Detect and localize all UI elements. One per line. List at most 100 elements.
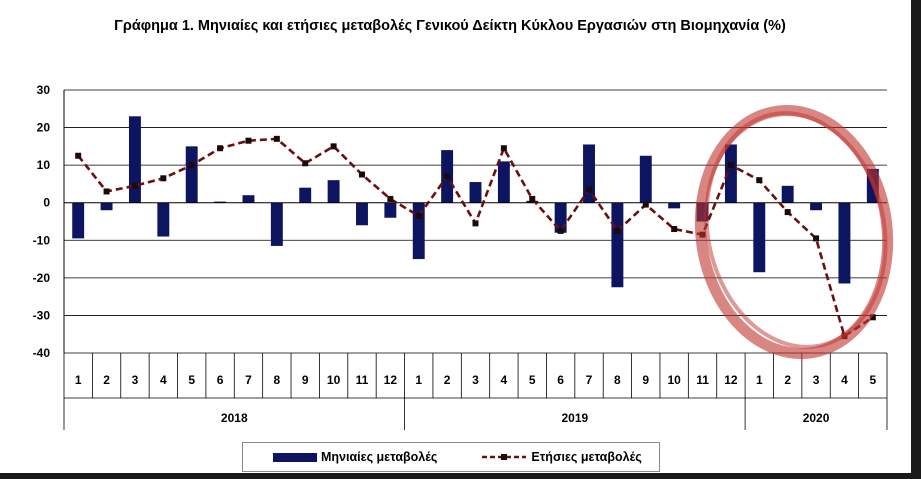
x-tick-label: 1	[415, 373, 422, 387]
monthly-bar	[214, 201, 227, 203]
annual-marker	[472, 220, 479, 227]
chart-title: Γράφημα 1. Μηνιαίες και ετήσιες μεταβολέ…	[114, 18, 786, 34]
monthly-bar	[242, 195, 255, 203]
x-tick-label: 2	[784, 373, 791, 387]
annual-marker	[415, 212, 422, 219]
monthly-bar	[838, 202, 851, 284]
x-tick-label: 1	[75, 373, 82, 387]
annual-marker	[302, 160, 309, 167]
x-tick-label: 5	[529, 373, 536, 387]
y-axis-ticks: 30 20 10 0 -10 -20 -30 -40	[33, 83, 51, 360]
gridlines	[63, 89, 887, 354]
x-tick-label: 4	[160, 373, 167, 387]
y-tick-label: -10	[33, 233, 51, 247]
annual-marker	[188, 162, 195, 169]
x-tick-label: 7	[586, 373, 593, 387]
legend: Μηνιαίες μεταβολές Ετήσιες μεταβολές	[242, 442, 660, 472]
x-tick-label: 9	[642, 373, 649, 387]
x-tick-label: 2	[103, 373, 110, 387]
highlight-circle	[694, 104, 894, 360]
monthly-bar	[270, 202, 283, 246]
monthly-bar	[327, 180, 340, 203]
annual-marker	[245, 137, 252, 144]
monthly-bar	[299, 187, 312, 203]
annual-marker	[217, 145, 224, 152]
x-tick-label: 7	[245, 373, 252, 387]
y-tick-label: -30	[33, 308, 51, 322]
highlight-ellipse-inner	[704, 111, 888, 349]
legend-label-annual: Ετήσιες μεταβολές	[531, 450, 642, 464]
x-tick-label: 8	[614, 373, 621, 387]
annual-marker	[330, 143, 337, 150]
x-tick-label: 11	[696, 373, 709, 387]
x-tick-label: 11	[356, 373, 369, 387]
monthly-bar	[611, 202, 624, 288]
monthly-bar	[128, 116, 141, 203]
highlight-ellipse	[694, 104, 894, 360]
y-tick-label: 20	[37, 121, 51, 135]
annual-marker	[869, 314, 876, 321]
legend-line-swatch	[482, 454, 527, 460]
annual-marker	[273, 135, 280, 142]
legend-item-annual: Ετήσιες μεταβολές	[481, 450, 642, 464]
x-tick-label: 1	[756, 373, 763, 387]
monthly-bar	[157, 202, 170, 237]
x-tick-label: 10	[327, 373, 341, 387]
x-tick-label: 8	[274, 373, 281, 387]
monthly-bar	[356, 202, 368, 226]
x-tick-label: 4	[841, 373, 848, 387]
annual-marker	[642, 201, 649, 208]
annual-marker	[160, 175, 167, 182]
annual-marker	[784, 209, 791, 216]
annual-marker	[500, 145, 507, 152]
x-tick-label: 9	[302, 373, 309, 387]
monthly-bar	[781, 185, 794, 203]
x-tick-label: 3	[132, 373, 139, 387]
monthly-bar	[412, 202, 425, 260]
y-tick-label: -20	[33, 271, 51, 285]
monthly-bar	[72, 202, 85, 239]
x-tick-label: 6	[557, 373, 564, 387]
annual-marker	[529, 195, 536, 202]
legend-item-monthly: Μηνιαίες μεταβολές	[273, 450, 437, 464]
legend-bar-swatch	[273, 452, 317, 462]
year-label: 2020	[803, 411, 830, 425]
monthly-bar	[753, 202, 766, 273]
x-tick-label: 10	[667, 373, 681, 387]
annual-marker	[387, 195, 394, 202]
y-tick-label: -40	[33, 346, 51, 360]
monthly-bar	[497, 161, 510, 203]
x-tick-label: 4	[501, 373, 508, 387]
monthly-bar	[185, 146, 198, 203]
annual-marker	[358, 171, 365, 178]
monthly-bar	[469, 182, 482, 203]
annual-marker	[586, 186, 593, 193]
year-label: 2019	[561, 411, 588, 425]
monthly-bar	[810, 202, 823, 211]
annual-line-series	[75, 135, 876, 340]
annual-marker	[756, 177, 763, 184]
y-tick-label: 0	[43, 196, 50, 210]
year-label: 2018	[221, 411, 248, 425]
y-tick-label: 30	[37, 83, 51, 97]
annual-marker	[75, 152, 82, 159]
x-tick-label: 2	[444, 373, 451, 387]
annual-marker	[614, 227, 621, 234]
annual-marker	[444, 173, 451, 180]
y-tick-label: 10	[37, 158, 51, 172]
x-tick-label: 6	[217, 373, 224, 387]
monthly-bars	[72, 116, 879, 288]
annual-marker	[727, 162, 734, 169]
monthly-bar	[100, 202, 113, 211]
annual-marker	[131, 182, 138, 189]
monthly-bar	[668, 202, 681, 209]
x-tick-label: 3	[472, 373, 479, 387]
monthly-bar	[384, 202, 397, 218]
x-tick-label: 12	[724, 373, 738, 387]
x-tick-label: 5	[188, 373, 195, 387]
monthly-bar	[583, 144, 595, 203]
annual-marker	[671, 226, 678, 233]
monthly-bar	[639, 155, 652, 203]
